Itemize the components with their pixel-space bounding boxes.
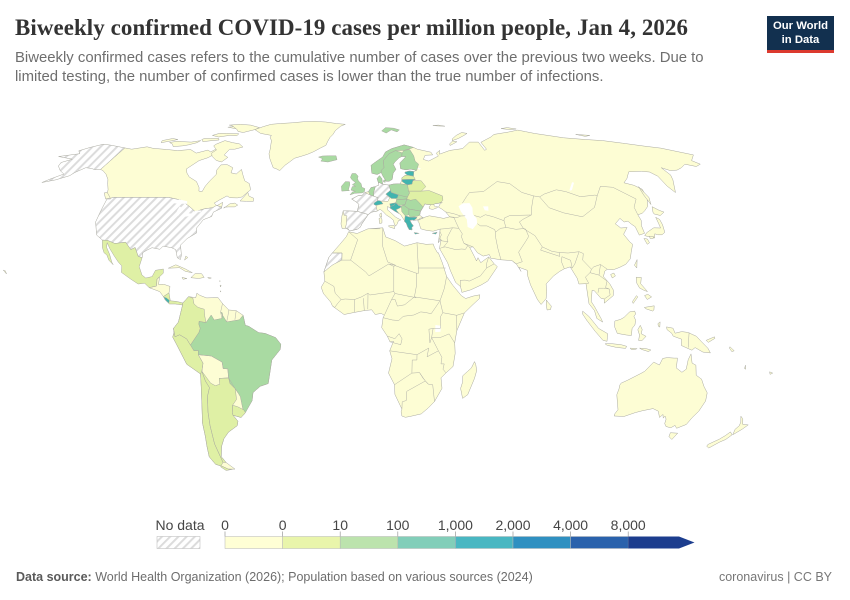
svg-text:2,000: 2,000 — [495, 517, 530, 533]
svg-text:100: 100 — [386, 517, 410, 533]
svg-text:8,000: 8,000 — [611, 517, 646, 533]
svg-text:No data: No data — [155, 517, 204, 533]
svg-text:0: 0 — [221, 517, 229, 533]
svg-text:4,000: 4,000 — [553, 517, 588, 533]
svg-text:1,000: 1,000 — [438, 517, 473, 533]
svg-text:0: 0 — [279, 517, 287, 533]
svg-text:10: 10 — [332, 517, 348, 533]
